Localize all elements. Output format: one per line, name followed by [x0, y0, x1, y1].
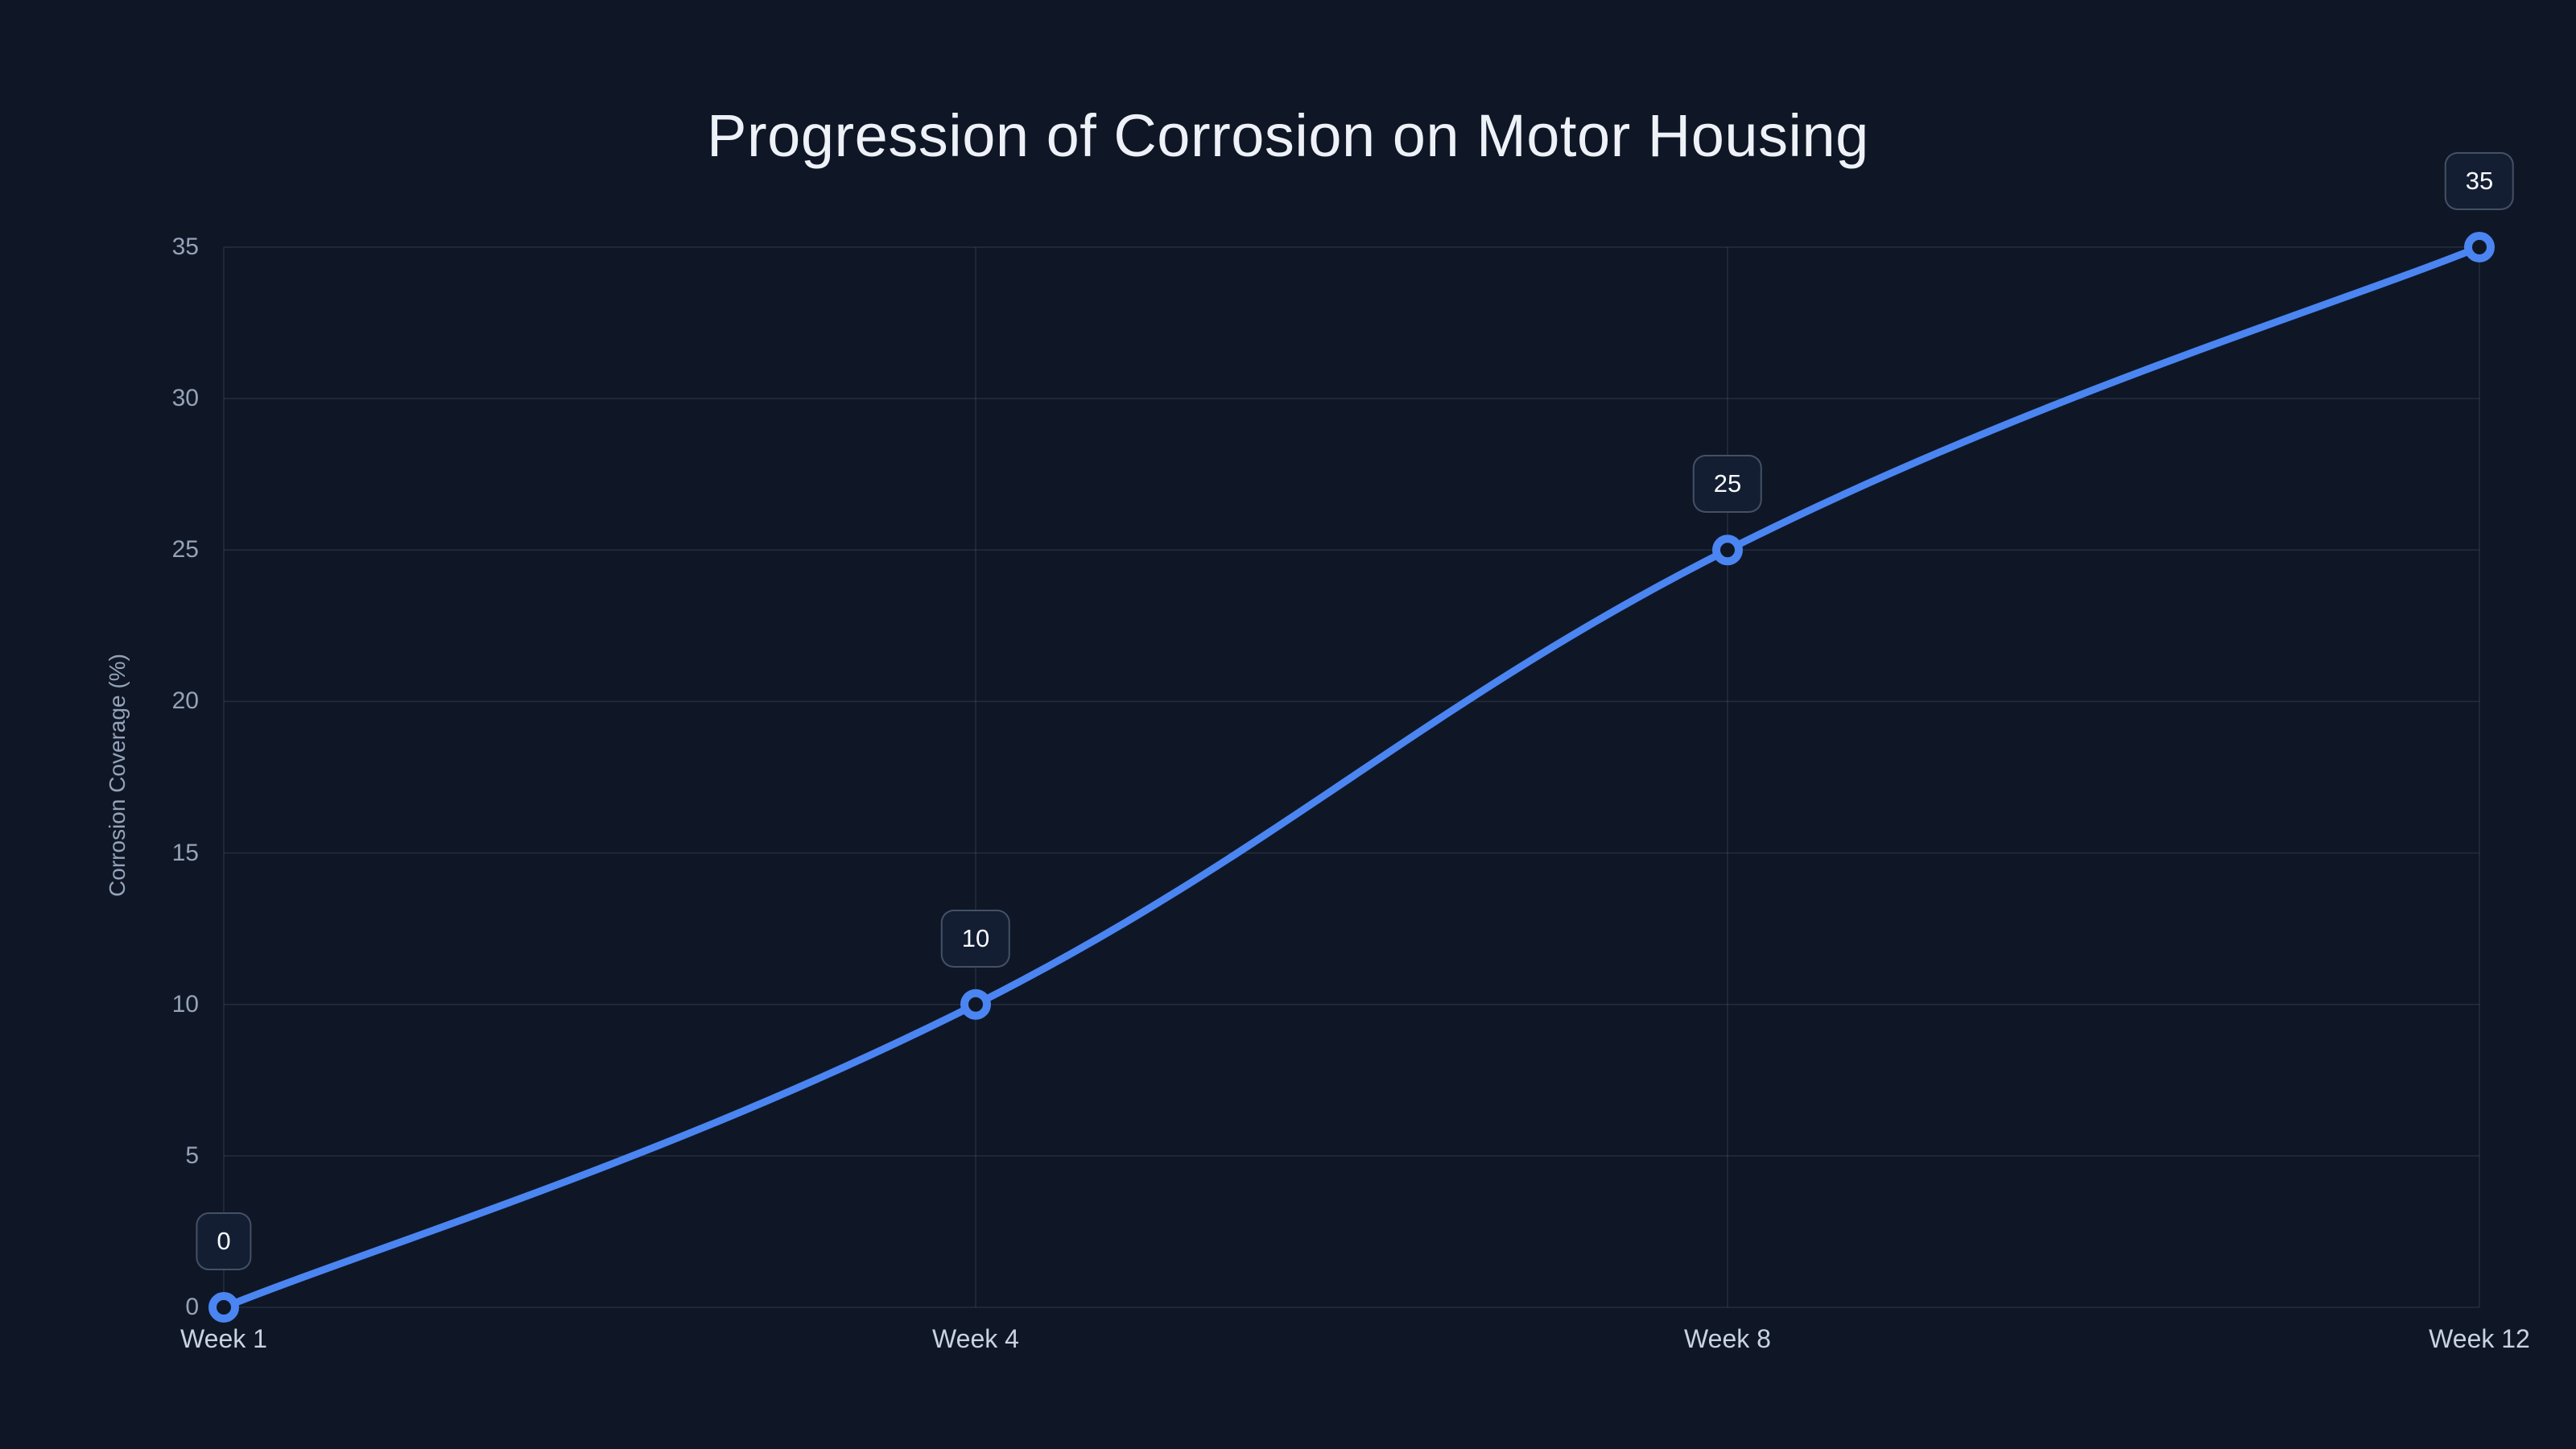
y-axis-tick-label: 35 [171, 233, 199, 260]
series-line [220, 243, 2483, 1311]
y-axis-tick-label: 30 [171, 385, 199, 412]
y-axis-tick-label: 10 [171, 990, 199, 1018]
data-label-badge: 0 [196, 1212, 252, 1270]
data-label-badge: 25 [1692, 455, 1763, 514]
data-point-marker[interactable] [1712, 535, 1743, 566]
y-axis-tick-label: 5 [185, 1141, 199, 1169]
y-axis-tick-label: 20 [171, 687, 199, 715]
data-point-marker[interactable] [208, 1292, 239, 1323]
x-axis-tick-label: Week 1 [180, 1324, 267, 1353]
y-axis-tick-label: 15 [171, 839, 199, 866]
x-axis-tick-label: Week 12 [2429, 1324, 2530, 1353]
data-label-badge: 35 [2444, 152, 2515, 210]
data-label-badge: 10 [940, 909, 1011, 968]
chart-title: Progression of Corrosion on Motor Housin… [707, 102, 1869, 169]
y-axis-tick-label: 0 [185, 1294, 199, 1320]
y-axis-tick-label: 25 [171, 536, 199, 564]
x-axis-tick-label: Week 8 [1684, 1324, 1771, 1353]
data-point-marker[interactable] [960, 989, 991, 1020]
x-axis-tick-label: Week 4 [932, 1324, 1019, 1353]
data-point-marker[interactable] [2464, 232, 2495, 262]
